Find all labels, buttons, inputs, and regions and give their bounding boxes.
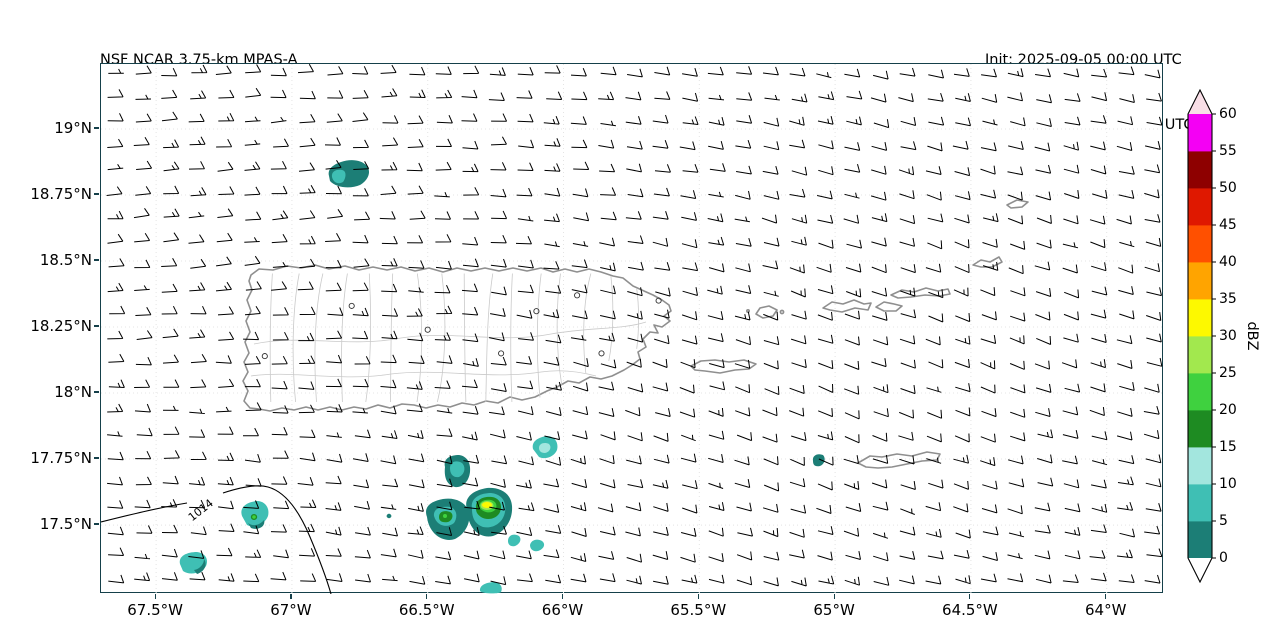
- colorbar-tick-label: 25: [1219, 365, 1237, 381]
- y-tick-mark: [94, 127, 99, 129]
- reflectivity-layer: [179, 160, 825, 594]
- colorbar-under-arrow: [1188, 558, 1212, 582]
- x-tick-mark: [969, 594, 971, 599]
- y-tick-mark: [94, 193, 99, 195]
- x-tick-label: 64.5°W: [942, 601, 998, 619]
- x-tick-mark: [561, 594, 564, 599]
- colorbar-tick-label: 50: [1219, 180, 1237, 196]
- x-tick-mark: [154, 594, 156, 599]
- colorbar-tick-label: 45: [1219, 217, 1237, 233]
- y-tick-label: 19°N: [54, 118, 92, 137]
- colorbar-tick-label: 5: [1219, 513, 1228, 529]
- y-tick-mark: [94, 259, 99, 261]
- colorbar-tick-label: 40: [1219, 254, 1237, 270]
- pressure-contour-layer: 1014: [101, 485, 332, 594]
- y-tick-mark: [94, 325, 99, 327]
- y-tick-mark: [94, 391, 99, 393]
- colorbar-label: dBZ: [1244, 321, 1260, 351]
- colorbar-tick-label: 30: [1219, 328, 1237, 344]
- y-tick-mark: [94, 457, 99, 459]
- colorbar-tick-label: 15: [1219, 439, 1237, 455]
- map-svg: 1014: [101, 64, 1164, 594]
- coastline-layer: [242, 199, 1029, 469]
- y-tick-label: 18.25°N: [30, 317, 92, 336]
- x-tick-mark: [833, 594, 835, 599]
- y-tick-label: 17.5°N: [39, 515, 92, 534]
- y-tick-mark: [94, 523, 99, 525]
- x-tick-mark: [1105, 594, 1107, 599]
- y-tick-label: 18.75°N: [30, 184, 92, 203]
- x-tick-label: 66.5°W: [398, 601, 455, 619]
- x-tick-mark: [290, 594, 292, 599]
- x-tick-mark: [697, 594, 699, 599]
- x-tick-label: 65.5°W: [670, 601, 727, 619]
- x-tick-label: 67°W: [270, 601, 312, 619]
- y-tick-label: 18°N: [54, 383, 92, 402]
- colorbar-tick-label: 60: [1219, 106, 1237, 122]
- gridline-layer: [101, 64, 1164, 594]
- map-plot-area: 1014: [100, 63, 1164, 594]
- colorbar-over-arrow: [1188, 90, 1212, 114]
- x-tick-mark: [426, 594, 428, 599]
- colorbar-tick-label: 10: [1219, 476, 1237, 492]
- y-tick-label: 18.5°N: [39, 251, 92, 269]
- colorbar: [1187, 89, 1216, 583]
- x-tick-label: 67.5°W: [127, 601, 183, 619]
- colorbar-body: [1187, 89, 1216, 583]
- y-tick-label: 17.75°N: [30, 449, 92, 468]
- colorbar-tick-label: 55: [1219, 143, 1237, 159]
- colorbar-tick-label: 0: [1219, 550, 1228, 566]
- colorbar-tick-label: 35: [1219, 291, 1237, 307]
- x-tick-label: 65°W: [813, 601, 855, 619]
- calm-circle-layer: [261, 292, 662, 360]
- x-tick-label: 64°W: [1084, 601, 1127, 619]
- wind-barb-layer: [106, 64, 1163, 587]
- colorbar-tick-label: 20: [1219, 402, 1237, 418]
- x-tick-label: 66°W: [541, 601, 584, 619]
